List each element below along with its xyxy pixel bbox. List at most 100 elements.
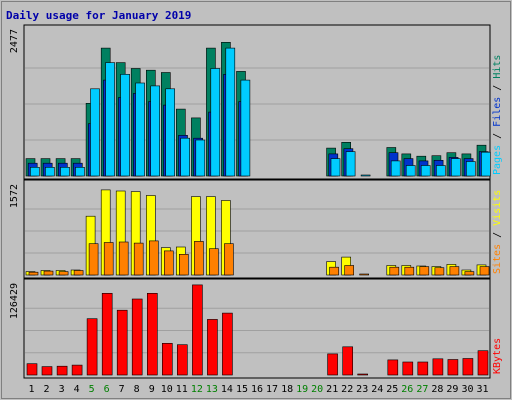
bar-kbytes-kbytes-day-2 — [41, 366, 53, 376]
bar-hits-pages-day-15 — [240, 79, 251, 177]
x-tick-label-day-19: 19 — [296, 384, 308, 395]
x-tick-label-day-2: 2 — [43, 384, 49, 395]
bar-visits-sites-day-8 — [133, 242, 144, 276]
bar-kbytes-kbytes-day-9 — [147, 292, 158, 376]
bar-hits-pages-day-30 — [465, 161, 476, 177]
x-tick-label-day-16: 16 — [251, 384, 263, 395]
bar-visits-sites-day-10 — [164, 250, 174, 276]
bar-hits-pages-day-31 — [481, 151, 491, 177]
bar-kbytes-kbytes-day-6 — [101, 292, 113, 376]
chart-title: Daily usage for January 2019 — [6, 9, 191, 22]
x-tick-label-day-5: 5 — [89, 384, 95, 395]
bar-visits-sites-day-5 — [88, 243, 99, 276]
panel-hits-series-label: Pages / Files / Hits — [492, 55, 503, 175]
x-tick-label-day-18: 18 — [281, 384, 293, 395]
x-tick-label-day-23: 23 — [356, 384, 368, 395]
bar-visits-sites-day-7 — [118, 241, 129, 276]
bar-visits-sites-day-25 — [389, 266, 400, 276]
bar-hits-pages-day-14 — [225, 47, 236, 177]
bar-hits-pages-day-6 — [105, 62, 115, 177]
bar-kbytes-kbytes-day-12 — [192, 284, 203, 376]
x-tick-label-day-26: 26 — [401, 384, 413, 395]
bar-kbytes-kbytes-day-27 — [417, 361, 429, 376]
x-axis-day-labels: 1 2 3 4 5 6 7 8 9 10 11 12 13 14 15 16 17 18 19 20 21 22 23 24 2… — [28, 384, 488, 395]
x-tick-label-day-15: 15 — [236, 384, 248, 395]
bar-visits-sites-day-26 — [404, 266, 415, 276]
bar-hits-pages-day-13 — [210, 68, 221, 177]
bar-hits-pages-day-28 — [435, 165, 446, 177]
bar-visits-sites-day-11 — [179, 254, 189, 276]
bar-visits-sites-day-28 — [434, 267, 445, 276]
panel-kbytes-series-label: KBytes — [492, 338, 503, 374]
bar-kbytes-kbytes-day-26 — [402, 361, 414, 376]
x-tick-label-day-10: 10 — [161, 384, 173, 395]
bar-hits-pages-day-2 — [45, 167, 55, 177]
x-tick-label-day-11: 11 — [176, 384, 188, 395]
bar-hits-pages-day-5 — [90, 88, 100, 177]
bar-hits-pages-day-10 — [165, 88, 175, 177]
x-tick-label-day-9: 9 — [149, 384, 155, 395]
bar-visits-sites-day-3 — [58, 271, 69, 276]
x-tick-label-day-30: 30 — [461, 384, 473, 395]
x-tick-label-day-21: 21 — [326, 384, 338, 395]
bar-hits-pages-day-27 — [420, 165, 431, 177]
bar-visits-sites-day-31 — [479, 266, 490, 276]
bar-kbytes-kbytes-day-22 — [342, 346, 354, 376]
bar-visits-sites-day-2 — [43, 270, 54, 276]
bar-hits-pages-day-7 — [120, 74, 130, 177]
x-tick-label-day-13: 13 — [206, 384, 218, 395]
panel-hits: 2477 Pages / Files / Hits — [9, 24, 503, 180]
x-tick-label-day-28: 28 — [431, 384, 443, 395]
bar-kbytes-kbytes-day-5 — [86, 318, 98, 376]
bar-kbytes-kbytes-day-29 — [447, 359, 459, 376]
x-tick-label-day-27: 27 — [416, 384, 428, 395]
bar-visits-sites-day-21 — [329, 266, 339, 276]
bar-visits-sites-day-12 — [194, 241, 204, 276]
x-tick-label-day-20: 20 — [311, 384, 323, 395]
bar-visits-sites-day-1 — [28, 271, 39, 276]
bar-hits-pages-day-12 — [195, 139, 206, 177]
x-tick-label-day-22: 22 — [341, 384, 353, 395]
bar-visits-sites-day-27 — [419, 266, 430, 276]
x-tick-label-day-12: 12 — [191, 384, 203, 395]
x-tick-label-day-1: 1 — [28, 384, 34, 395]
bar-kbytes-kbytes-day-21 — [327, 353, 338, 376]
panel-kbytes-max-label: 126429 — [9, 283, 20, 319]
x-tick-label-day-29: 29 — [446, 384, 458, 395]
bar-hits-pages-day-4 — [75, 167, 85, 177]
bar-visits-sites-day-29 — [449, 266, 460, 276]
panel-visits-max-label: 1572 — [9, 184, 20, 208]
bar-visits-sites-day-4 — [73, 270, 84, 276]
bar-visits-sites-day-13 — [209, 248, 219, 276]
bar-visits-sites-day-22 — [344, 265, 355, 276]
bar-kbytes-kbytes-day-23 — [357, 373, 369, 376]
x-tick-label-day-25: 25 — [386, 384, 398, 395]
panel-kbytes: 126429 KBytes — [9, 278, 503, 379]
x-tick-label-day-7: 7 — [119, 384, 125, 395]
bar-visits-sites-day-30 — [464, 271, 475, 276]
bar-visits-sites-day-23 — [359, 273, 370, 276]
bar-kbytes-kbytes-day-25 — [387, 359, 399, 376]
x-tick-label-day-6: 6 — [104, 384, 110, 395]
bar-hits-pages-day-26 — [405, 165, 416, 177]
bar-hits-pages-day-23 — [360, 174, 371, 177]
bar-hits-pages-day-25 — [390, 160, 401, 177]
bar-kbytes-kbytes-day-1 — [26, 363, 38, 376]
bar-kbytes-kbytes-day-30 — [462, 358, 474, 376]
bar-kbytes-kbytes-day-3 — [56, 365, 68, 376]
bar-visits-sites-day-14 — [224, 243, 234, 276]
x-tick-label-day-14: 14 — [221, 384, 233, 395]
panel-visits: 1572 Sites / Visits — [9, 179, 503, 279]
bar-hits-pages-day-8 — [135, 82, 145, 177]
bar-kbytes-kbytes-day-10 — [162, 342, 173, 376]
panel-visits-series-label: Sites / Visits — [492, 190, 503, 274]
bar-visits-sites-day-9 — [149, 240, 159, 276]
bar-kbytes-kbytes-day-7 — [116, 309, 128, 376]
bar-kbytes-kbytes-day-14 — [222, 312, 233, 376]
x-tick-label-day-24: 24 — [371, 384, 383, 395]
bar-hits-pages-day-9 — [150, 85, 160, 177]
bar-kbytes-kbytes-day-11 — [177, 344, 188, 376]
bar-hits-pages-day-22 — [345, 151, 356, 177]
